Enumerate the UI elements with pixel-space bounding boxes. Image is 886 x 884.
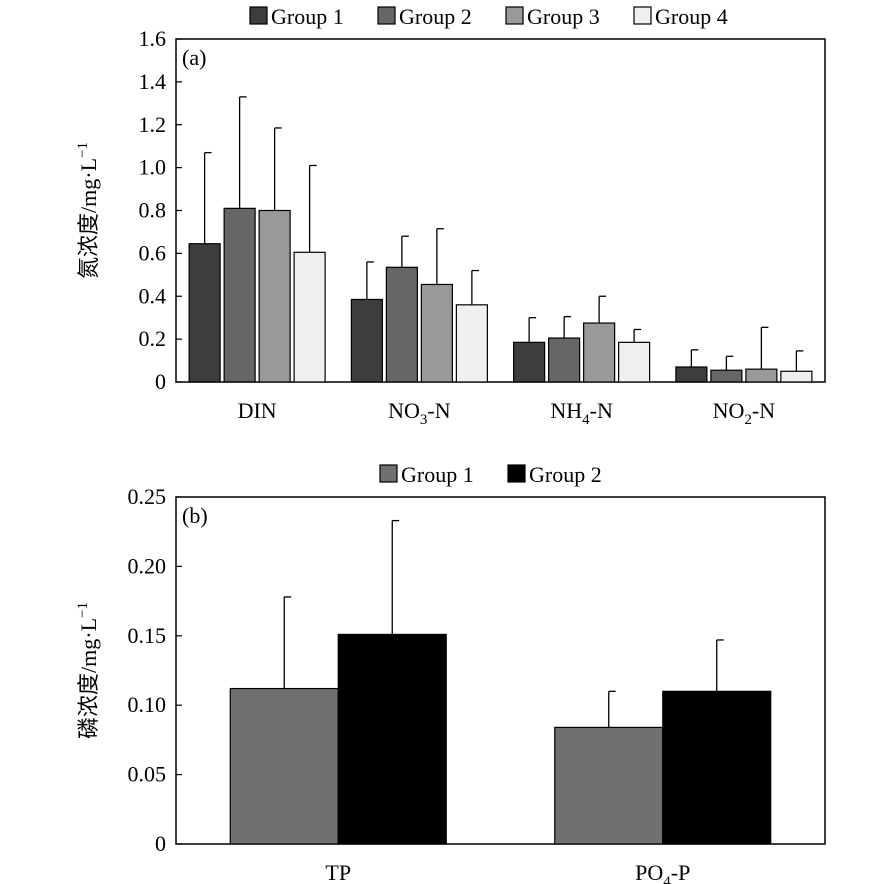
legend-swatch xyxy=(379,464,398,483)
x-category-label: TP xyxy=(325,860,351,884)
legend-swatch xyxy=(377,6,396,25)
y-axis-label: 氮浓度/mg·L−1 xyxy=(75,142,101,279)
bar xyxy=(258,209,291,383)
legend-swatch xyxy=(249,6,268,25)
legend-label: Group 2 xyxy=(399,4,472,29)
bar xyxy=(675,366,708,383)
bar xyxy=(780,370,813,383)
bar xyxy=(548,337,581,383)
x-category-label: PO4-P xyxy=(635,860,690,884)
x-category-subscript: 4 xyxy=(582,412,590,428)
panel-label: (a) xyxy=(182,45,206,70)
bar xyxy=(188,243,221,383)
legend-label: Group 1 xyxy=(401,462,474,487)
chart-panel-2: 0 0.05 0.10 0.15 0.20 0.25 磷浓度/mg·L−1 (b) TP PO4-… xyxy=(75,462,826,884)
x-category-label: DIN xyxy=(238,398,277,423)
y-tick-label: 0 xyxy=(155,369,166,394)
y-tick-label: 0.4 xyxy=(139,283,167,308)
bar xyxy=(455,304,488,383)
x-category-main: TP xyxy=(325,860,351,884)
bar xyxy=(710,369,743,383)
bar xyxy=(513,341,546,383)
y-tick-label: 0.05 xyxy=(128,762,167,787)
bar xyxy=(229,687,339,845)
bar xyxy=(745,368,778,383)
x-category-label: NO3-N xyxy=(388,398,451,428)
legend-swatch xyxy=(505,6,524,25)
plot-frame xyxy=(175,496,826,845)
legend-label: Group 3 xyxy=(527,4,600,29)
bar xyxy=(293,251,326,383)
bar xyxy=(662,690,772,845)
y-axis-label: 磷浓度/mg·L−1 xyxy=(75,602,101,739)
y-tick-label: 0.25 xyxy=(128,484,167,509)
y-tick-label: 1.0 xyxy=(139,155,167,180)
y-axis-label-superscript: −1 xyxy=(75,142,91,158)
y-axis-label-main: 磷浓度/mg·L xyxy=(76,618,101,739)
legend-label: Group 1 xyxy=(271,4,344,29)
x-category-subscript: 3 xyxy=(420,412,428,428)
y-tick-label: 0.10 xyxy=(128,692,167,717)
x-category-main: NO xyxy=(713,398,745,423)
bar xyxy=(223,207,256,383)
bar xyxy=(554,726,664,845)
panel-label: (b) xyxy=(182,503,208,528)
y-tick-label: 1.2 xyxy=(139,112,167,137)
y-tick-label: 1.6 xyxy=(139,26,167,51)
y-tick-label: 0.6 xyxy=(139,240,167,265)
x-category-subscript: 2 xyxy=(744,412,752,428)
bar xyxy=(385,266,418,383)
x-category-subscript: 4 xyxy=(663,874,671,884)
y-tick-label: 0 xyxy=(155,831,166,856)
x-category-suffix: -N xyxy=(427,398,450,423)
x-category-main: PO xyxy=(635,860,663,884)
bar xyxy=(583,322,616,383)
x-category-main: NO xyxy=(388,398,420,423)
bar xyxy=(618,341,651,383)
legend-swatch xyxy=(633,6,652,25)
bar xyxy=(337,633,447,845)
legend-label: Group 4 xyxy=(655,4,728,29)
x-category-main: NH xyxy=(550,398,582,423)
y-tick-label: 0.15 xyxy=(128,623,167,648)
x-category-label: NH4-N xyxy=(550,398,613,428)
legend-swatch xyxy=(507,464,526,483)
chart-panel-1: 0 0.2 0.4 0.6 0.8 1.0 1.2 1.4 1.6 氮浓度/mg·L−1 (a) DI… xyxy=(75,4,826,428)
y-tick-label: 0.2 xyxy=(139,326,167,351)
y-tick-label: 1.4 xyxy=(139,69,167,94)
y-axis-label-main: 氮浓度/mg·L xyxy=(76,158,101,279)
x-category-suffix: -N xyxy=(752,398,775,423)
y-axis-label-superscript: −1 xyxy=(75,602,91,618)
x-category-suffix: -N xyxy=(590,398,613,423)
bar xyxy=(420,283,453,383)
x-category-label: NO2-N xyxy=(713,398,776,428)
x-category-main: DIN xyxy=(238,398,277,423)
y-tick-label: 0.20 xyxy=(128,553,167,578)
bar xyxy=(350,298,383,383)
legend-label: Group 2 xyxy=(529,462,602,487)
y-tick-label: 0.8 xyxy=(139,198,167,223)
x-category-suffix: -P xyxy=(671,860,691,884)
